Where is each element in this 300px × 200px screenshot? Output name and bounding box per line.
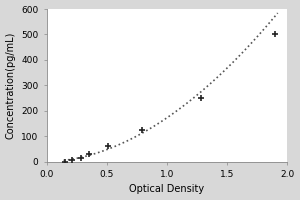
Y-axis label: Concentration(pg/mL): Concentration(pg/mL) (6, 32, 16, 139)
X-axis label: Optical Density: Optical Density (129, 184, 205, 194)
